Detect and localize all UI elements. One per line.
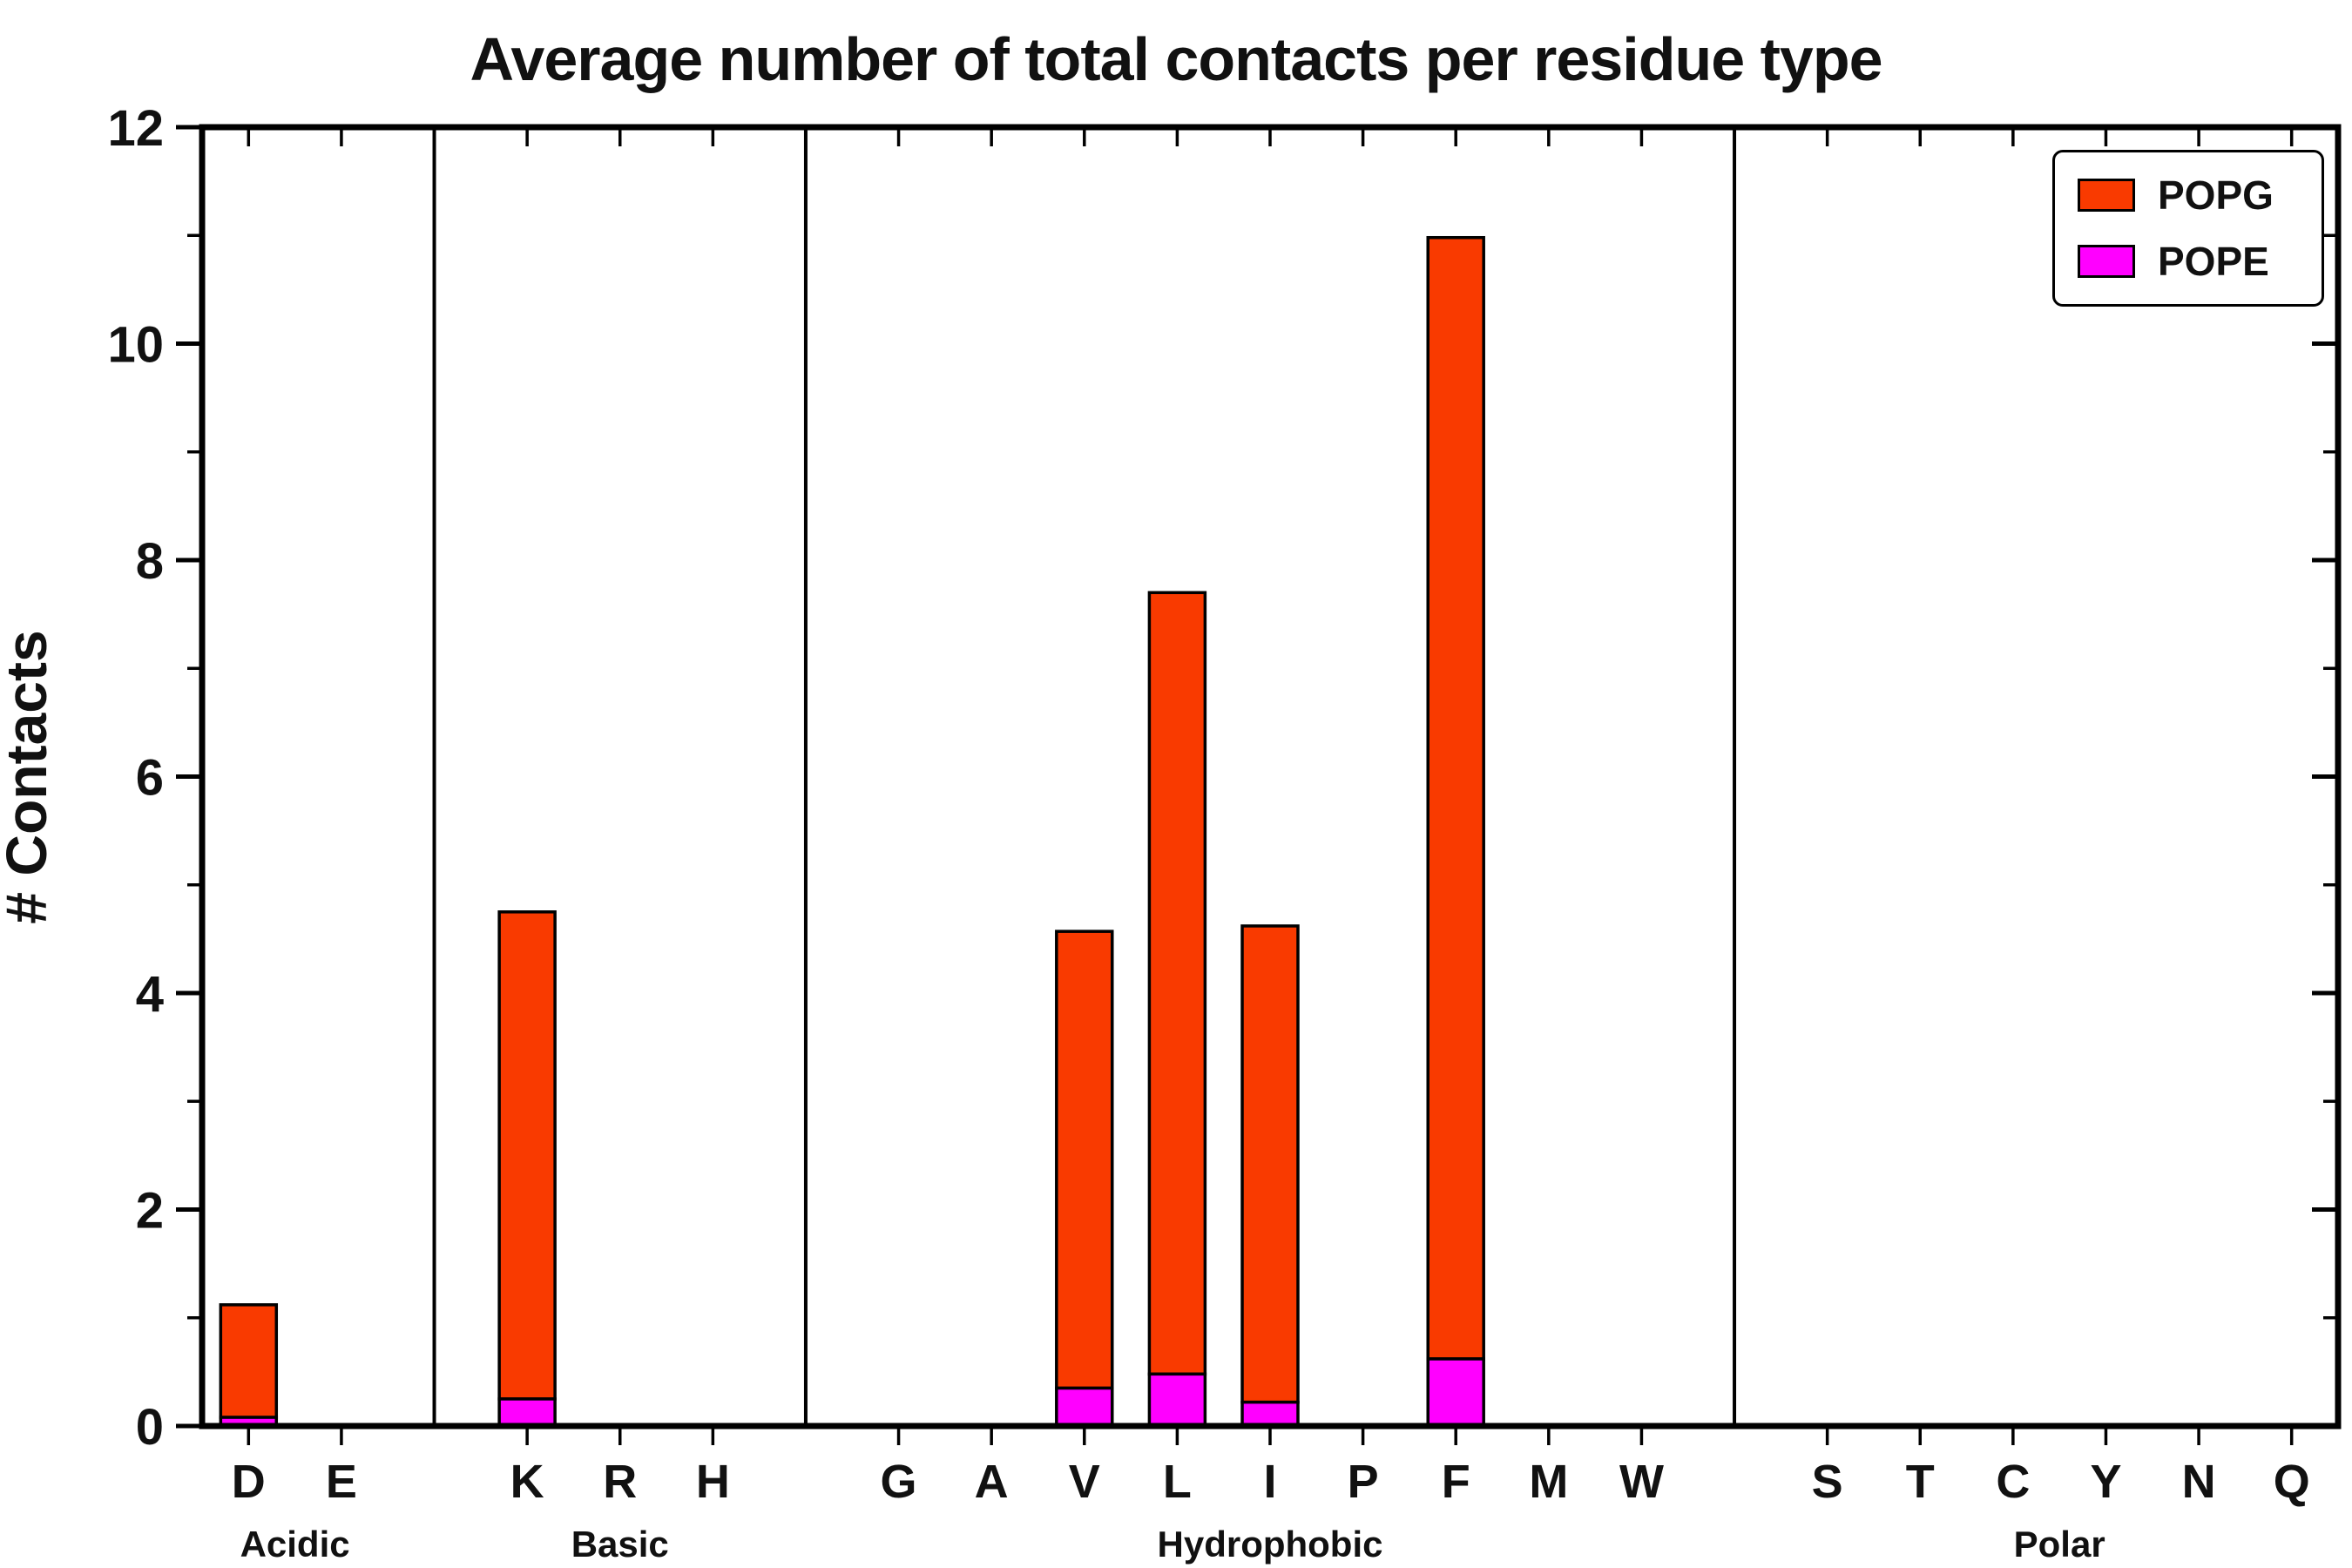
bar-D-popg	[219, 1303, 279, 1419]
legend-entry-pope: POPE	[2078, 238, 2299, 285]
bar-I-popg	[1240, 924, 1300, 1404]
legend: POPG POPE	[2052, 150, 2324, 307]
popg-swatch	[2078, 179, 2135, 212]
ytick-label-2: 2	[136, 1182, 164, 1239]
pope-swatch	[2078, 245, 2135, 278]
residue-label-A: A	[975, 1456, 1009, 1508]
chart-title: Average number of total contacts per res…	[470, 25, 1882, 93]
residue-label-Y: Y	[2090, 1456, 2121, 1508]
bar-I-pope	[1240, 1400, 1300, 1428]
ytick-label-10: 10	[107, 316, 164, 373]
bar-V-popg	[1055, 929, 1114, 1390]
group-label-Acidic: Acidic	[240, 1524, 350, 1565]
residue-label-W: W	[1619, 1456, 1664, 1508]
ytick-label-8: 8	[136, 533, 164, 590]
residue-label-F: F	[1442, 1456, 1470, 1508]
residue-label-R: R	[603, 1456, 637, 1508]
legend-entry-popg: POPG	[2078, 172, 2299, 219]
residue-label-S: S	[1812, 1456, 1843, 1508]
group-label-Hydrophobic: Hydrophobic	[1158, 1524, 1383, 1565]
plot-frame	[199, 124, 2342, 1429]
bar-K-pope	[497, 1397, 557, 1428]
popg-label: POPG	[2158, 172, 2274, 218]
pope-label: POPE	[2158, 239, 2269, 284]
residue-label-T: T	[1906, 1456, 1935, 1508]
residue-label-E: E	[326, 1456, 357, 1508]
bar-L-pope	[1147, 1372, 1207, 1428]
residue-label-K: K	[510, 1456, 544, 1508]
residue-label-M: M	[1529, 1456, 1568, 1508]
residue-label-L: L	[1163, 1456, 1192, 1508]
residue-label-Q: Q	[2274, 1456, 2310, 1508]
bar-F-pope	[1426, 1357, 1485, 1428]
bar-F-popg	[1426, 235, 1485, 1361]
ytick-label-12: 12	[107, 100, 164, 157]
residue-label-P: P	[1348, 1456, 1379, 1508]
bar-V-pope	[1055, 1386, 1114, 1428]
ytick-label-4: 4	[136, 966, 164, 1023]
residue-label-V: V	[1069, 1456, 1100, 1508]
bar-L-popg	[1147, 591, 1207, 1376]
ytick-label-6: 6	[136, 749, 164, 806]
bar-K-popg	[497, 910, 557, 1401]
residue-label-D: D	[232, 1456, 266, 1508]
residue-label-C: C	[1996, 1456, 2030, 1508]
group-label-Polar: Polar	[2014, 1524, 2105, 1565]
ytick-label-0: 0	[136, 1399, 164, 1456]
residue-label-I: I	[1263, 1456, 1276, 1508]
group-label-Basic: Basic	[571, 1524, 669, 1565]
residue-label-G: G	[881, 1456, 917, 1508]
residue-label-H: H	[696, 1456, 730, 1508]
residue-label-N: N	[2182, 1456, 2216, 1508]
